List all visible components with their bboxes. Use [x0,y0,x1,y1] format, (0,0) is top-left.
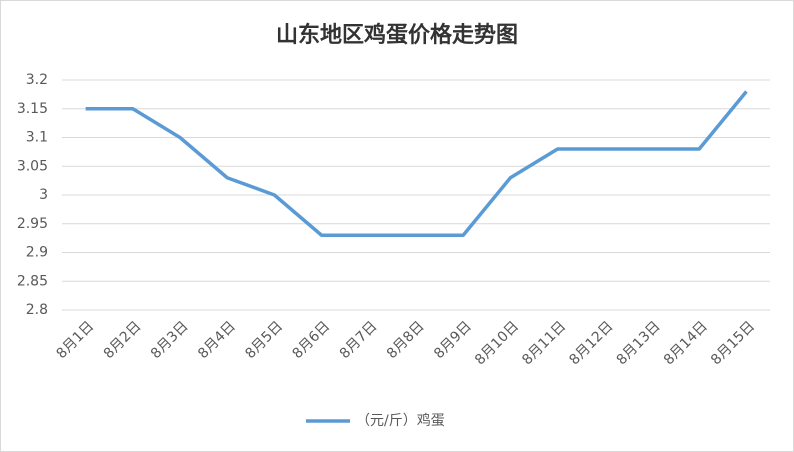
y-tick-label: 3.15 [17,101,48,117]
chart-title: 山东地区鸡蛋价格走势图 [276,22,518,48]
y-tick-label: 2.95 [17,216,48,232]
series-line [85,90,748,237]
y-tick-label: 3.2 [26,72,48,88]
y-tick-label: 3.1 [26,130,48,146]
y-tick-label: 3 [39,187,48,203]
legend-label: （元/斤）鸡蛋 [356,412,445,429]
y-tick-label: 2.85 [17,273,48,289]
y-tick-label: 2.8 [26,302,48,318]
y-tick-label: 2.9 [26,245,48,261]
y-tick-label: 3.05 [17,158,48,174]
